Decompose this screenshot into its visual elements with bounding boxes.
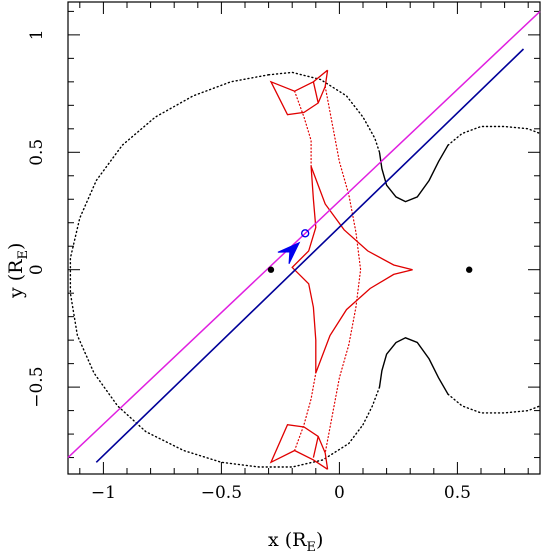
caustic-solid: [315, 269, 413, 374]
caustic-solid: [312, 81, 319, 104]
x-tick-label-2: 0: [334, 483, 345, 503]
critical-curve-dotted: [267, 71, 381, 153]
caustic-solid: [269, 69, 329, 116]
y-axis-title: y (RE): [5, 243, 31, 299]
critical-curve-dotted: [362, 386, 381, 426]
caustic-dotted: [294, 372, 317, 452]
critical-curve-solid: [378, 337, 449, 395]
caustic-solid: [312, 436, 319, 458]
y-tick-label-0: −0.5: [27, 366, 47, 407]
lens-1-point: [267, 266, 275, 273]
direction-arrow-icon: [277, 241, 301, 264]
curves-layer: [67, 10, 541, 470]
caustic-dotted: [294, 90, 312, 167]
caustic-solid: [269, 423, 329, 470]
x-tick-label-1: −0.5: [201, 483, 242, 503]
marks-layer: [267, 229, 473, 273]
axis-ticks: [68, 2, 540, 474]
critical-curve-solid: [378, 144, 449, 203]
trajectory-fit-line: [67, 10, 541, 459]
x-axis-title: x (RE): [268, 529, 323, 555]
caustic-dotted: [324, 85, 362, 454]
caustic-solid: [310, 166, 413, 271]
y-tick-label-1: 0: [27, 264, 47, 275]
plot-frame: [67, 1, 541, 475]
caustic-solid: [291, 166, 317, 373]
x-tick-label-0: −1: [91, 483, 116, 503]
critical-curve-dotted: [447, 125, 541, 146]
source-position-marker: [300, 229, 310, 238]
lens-2-point: [466, 266, 473, 273]
critical-curve-dotted: [447, 393, 541, 414]
x-tick-label-3: 0.5: [444, 483, 471, 503]
critical-curve-dotted: [69, 74, 364, 468]
y-tick-label-3: 1: [27, 29, 47, 40]
y-tick-label-2: 0.5: [27, 139, 47, 166]
tick-labels: −1 −0.5 0 0.5 −0.5 0 0.5 1: [27, 29, 471, 503]
source-trajectory-line: [95, 48, 525, 463]
